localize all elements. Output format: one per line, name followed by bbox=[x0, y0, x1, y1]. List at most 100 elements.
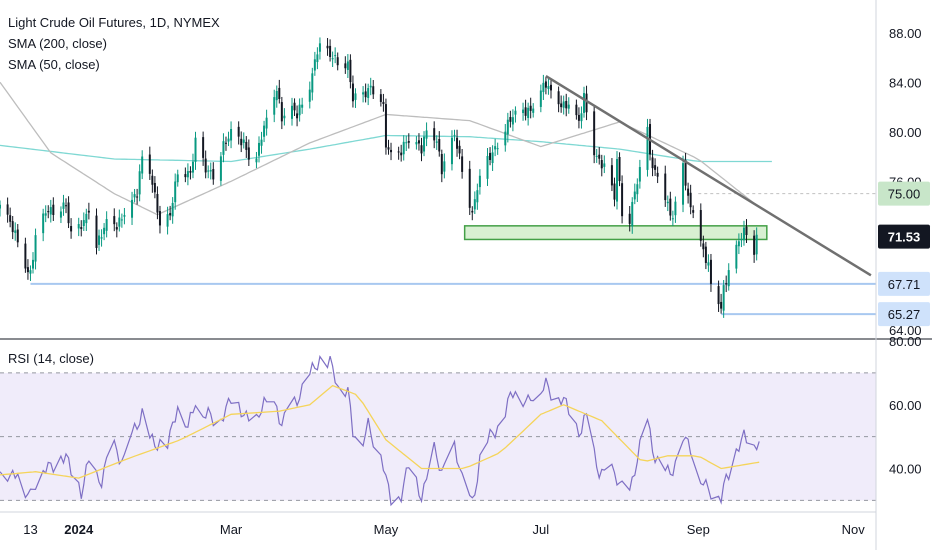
candle-down bbox=[24, 243, 27, 269]
candle-down bbox=[458, 145, 461, 154]
candle-down bbox=[549, 84, 552, 91]
candle-down bbox=[387, 147, 390, 150]
candle-down bbox=[524, 107, 527, 116]
candle-up bbox=[722, 285, 725, 311]
candle-up bbox=[476, 190, 479, 203]
price-tick-label: 80.00 bbox=[889, 125, 922, 140]
candle-up bbox=[103, 227, 106, 235]
candle-up bbox=[646, 126, 649, 170]
candle-down bbox=[628, 213, 631, 224]
downtrend-line bbox=[545, 75, 872, 277]
candle-down bbox=[156, 193, 159, 213]
candle-up bbox=[120, 219, 123, 221]
legend-sma-50: SMA (50, close) bbox=[8, 57, 100, 72]
candle-down bbox=[618, 157, 621, 182]
candle-down bbox=[382, 101, 385, 104]
candle-down bbox=[420, 145, 423, 154]
candle-up bbox=[737, 241, 740, 247]
candle-down bbox=[684, 160, 687, 186]
candle-down bbox=[529, 105, 532, 111]
candle-up bbox=[273, 97, 276, 115]
candle-up bbox=[539, 90, 542, 107]
candle-down bbox=[237, 126, 240, 137]
candle-up bbox=[42, 213, 45, 234]
candle-down bbox=[169, 213, 172, 216]
candle-up bbox=[49, 207, 52, 215]
candle-up bbox=[257, 142, 260, 156]
candle-up bbox=[85, 213, 88, 224]
rsi-legend: RSI (14, close) bbox=[8, 348, 94, 369]
candle-up bbox=[453, 134, 456, 136]
candle-up bbox=[362, 92, 365, 95]
candle-down bbox=[610, 165, 613, 186]
time-tick-label: 13 bbox=[23, 522, 37, 537]
support-zone bbox=[463, 225, 768, 241]
candle-down bbox=[47, 211, 50, 213]
candle-down bbox=[669, 198, 672, 216]
rsi-pane bbox=[0, 354, 876, 507]
candle-down bbox=[471, 210, 474, 213]
candle-down bbox=[153, 182, 156, 193]
candle-down bbox=[720, 301, 723, 309]
candle-down bbox=[433, 128, 436, 141]
candle-up bbox=[638, 167, 641, 182]
candle-up bbox=[263, 125, 266, 137]
candle-up bbox=[567, 104, 570, 109]
candle-down bbox=[753, 235, 756, 255]
candle-up bbox=[118, 217, 121, 227]
candle-up bbox=[222, 141, 225, 155]
rsi-tick-label: 80.00 bbox=[889, 334, 922, 349]
candle-down bbox=[544, 81, 547, 88]
candle-up bbox=[32, 259, 35, 269]
candle-down bbox=[87, 210, 90, 213]
candle-up bbox=[735, 244, 738, 269]
candle-down bbox=[202, 137, 205, 158]
candle-up bbox=[415, 142, 418, 145]
candle-down bbox=[26, 267, 29, 273]
candle-up bbox=[316, 54, 319, 63]
candle-up bbox=[334, 55, 337, 57]
candle-down bbox=[189, 171, 192, 173]
candle-up bbox=[123, 215, 126, 217]
candle-up bbox=[283, 115, 286, 119]
candle-down bbox=[326, 45, 329, 49]
candle-up bbox=[207, 170, 210, 172]
candle-up bbox=[405, 142, 408, 144]
candle-up bbox=[138, 171, 141, 195]
candle-down bbox=[336, 57, 339, 66]
candle-down bbox=[565, 101, 568, 109]
candle-down bbox=[461, 156, 464, 172]
candle-down bbox=[67, 202, 70, 224]
candle-down bbox=[70, 226, 73, 232]
candle-down bbox=[390, 149, 393, 153]
candle-up bbox=[346, 61, 349, 70]
candle-down bbox=[224, 142, 227, 144]
candle-down bbox=[278, 87, 281, 99]
candle-down bbox=[704, 246, 707, 263]
candle-up bbox=[631, 201, 634, 227]
candle-up bbox=[313, 59, 316, 71]
time-tick-label: Mar bbox=[220, 522, 243, 537]
candle-up bbox=[522, 109, 525, 114]
candle-up bbox=[176, 174, 179, 183]
candle-up bbox=[755, 234, 758, 255]
candle-down bbox=[400, 152, 403, 156]
candle-up bbox=[740, 239, 743, 241]
candle-down bbox=[585, 93, 588, 113]
candle-down bbox=[115, 227, 118, 230]
candle-up bbox=[59, 211, 62, 218]
candle-up bbox=[62, 202, 65, 209]
candle-up bbox=[486, 156, 489, 179]
candle-up bbox=[219, 156, 222, 181]
candle-up bbox=[532, 108, 535, 113]
candle-up bbox=[547, 86, 550, 89]
candle-up bbox=[230, 128, 233, 141]
candle-up bbox=[443, 161, 446, 172]
rsi-tick-label: 60.00 bbox=[889, 398, 922, 413]
candle-down bbox=[509, 117, 512, 122]
candle-down bbox=[344, 63, 347, 69]
candle-down bbox=[151, 175, 154, 185]
candle-up bbox=[331, 58, 334, 60]
candle-up bbox=[583, 93, 585, 113]
candle-up bbox=[191, 161, 194, 173]
